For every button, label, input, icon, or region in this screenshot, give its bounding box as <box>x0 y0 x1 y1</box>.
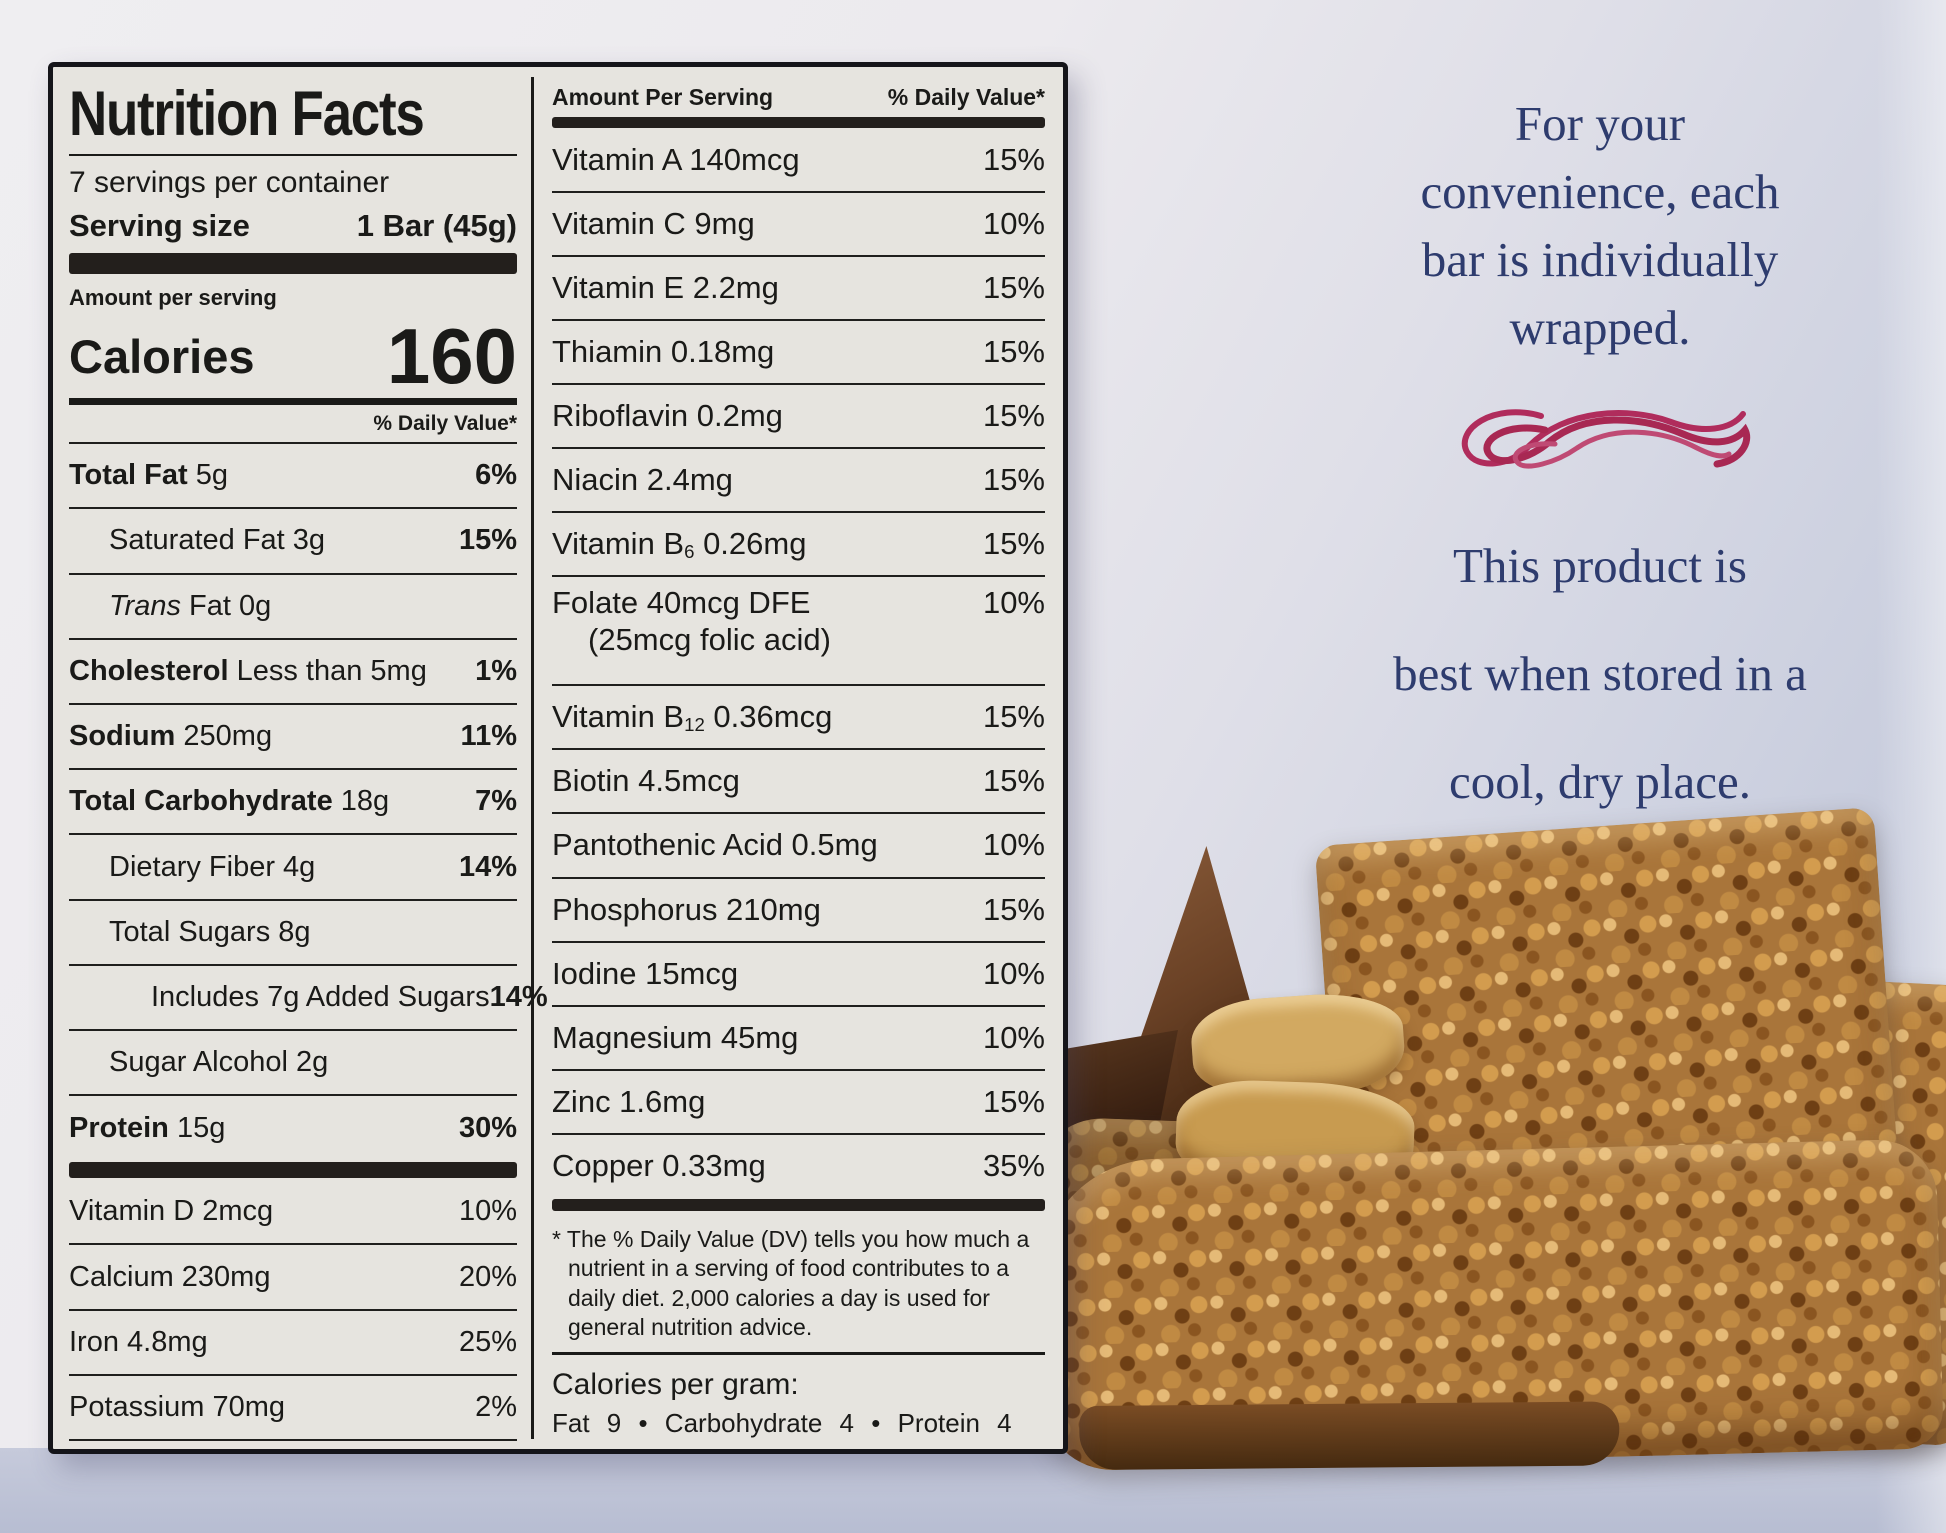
nutrient-row-saturated-fat: Saturated Fat 3g 15% <box>69 509 517 575</box>
servings-per-container: 7 servings per container <box>69 165 390 199</box>
thick-divider-bar <box>69 1161 517 1179</box>
granola-bars-photo <box>1020 807 1946 1483</box>
nutrient-row-vitamin-a: Vitamin A 140mcg 15% <box>552 129 1045 193</box>
nutrient-row-folate: Folate 40mcg DFE (25mcg folic acid) 10% <box>552 577 1045 687</box>
column-divider <box>531 77 534 1439</box>
nutrition-facts-main-column: Nutrition Facts 7 servings per container… <box>53 67 548 1449</box>
serving-size-row: Serving size 1 Bar (45g) <box>69 203 517 248</box>
calories-per-gram-label: Calories per gram: <box>552 1367 799 1401</box>
nutrient-row-riboflavin: Riboflavin 0.2mg 15% <box>552 385 1045 449</box>
marketing-panel: For your convenience, each bar is indivi… <box>1270 90 1930 836</box>
rule <box>69 398 517 406</box>
calories-value: 160 <box>386 312 517 401</box>
nutrient-row-calcium: Calcium 230mg 20% <box>69 1245 517 1311</box>
nutrient-row-biotin: Biotin 4.5mcg 15% <box>552 750 1045 815</box>
message-line: wrapped. <box>1509 300 1691 355</box>
nutrient-row-added-sugars: Includes 7g Added Sugars 14% <box>69 966 548 1032</box>
amount-per-serving-label: Amount per serving <box>69 284 277 310</box>
nutrient-row-iodine: Iodine 15mcg 10% <box>552 943 1045 1007</box>
nutrient-row-total-carbohydrate: Total Carbohydrate 18g 7% <box>69 770 517 836</box>
message-line: best when stored in a <box>1393 646 1807 701</box>
message-line: cool, dry place. <box>1448 754 1752 809</box>
nutrient-row-vitamin-d: Vitamin D 2mcg 10% <box>69 1180 517 1246</box>
chocolate-coating <box>1079 1401 1620 1471</box>
message-line: For your <box>1514 96 1686 151</box>
daily-value-header: % Daily Value* <box>69 405 517 445</box>
rule <box>69 153 517 157</box>
nutrient-row-niacin: Niacin 2.4mg 15% <box>552 449 1045 514</box>
table-surface <box>0 1448 1946 1533</box>
nutrient-row-magnesium: Magnesium 45mg 10% <box>552 1007 1045 1071</box>
thick-divider-bar <box>552 117 1045 128</box>
nutrient-row-vitamin-b6: Vitamin B6 0.26mg 15% <box>552 513 1045 578</box>
vitamins-header-row: Amount Per Serving % Daily Value* <box>552 79 1045 115</box>
calories-per-gram-values: Fat 9 • Carbohydrate 4 • Protein 4 <box>552 1408 1012 1439</box>
nutrient-row-zinc: Zinc 1.6mg 15% <box>552 1071 1045 1135</box>
daily-value-footnote: * The % Daily Value (DV) tells you how m… <box>552 1226 1030 1340</box>
message-line: This product is <box>1453 538 1747 593</box>
serving-size-label: Serving size <box>69 207 250 243</box>
nutrient-row-dietary-fiber: Dietary Fiber 4g 14% <box>69 835 517 901</box>
message-line: bar is individually <box>1421 232 1779 287</box>
nutrition-facts-title: Nutrition Facts <box>69 79 425 149</box>
nutrient-row-sodium: Sodium 250mg 11% <box>69 705 517 771</box>
nutrient-row-total-sugars: Total Sugars 8g <box>69 901 517 966</box>
nutrient-row-vitamin-b12: Vitamin B12 0.36mcg 15% <box>552 686 1045 751</box>
nutrient-row-total-fat: Total Fat 5g 6% <box>69 444 517 510</box>
nutrient-row-cholesterol: Cholesterol Less than 5mg 1% <box>69 640 517 705</box>
calories-row: Calories 160 <box>69 315 517 399</box>
thick-divider-bar <box>69 253 517 274</box>
daily-value-header: % Daily Value* <box>887 83 1045 110</box>
rule <box>552 1351 1045 1355</box>
nutrient-row-iron: Iron 4.8mg 25% <box>69 1311 517 1376</box>
granola-bar <box>1036 1138 1944 1472</box>
convenience-message: For your convenience, each bar is indivi… <box>1270 90 1930 362</box>
vitamins-minerals-column: Amount Per Serving % Daily Value* Vitami… <box>534 67 1063 1449</box>
thick-divider-bar <box>552 1198 1045 1212</box>
nutrient-row-pantothenic-acid: Pantothenic Acid 0.5mg 10% <box>552 814 1045 879</box>
message-line: convenience, each <box>1420 164 1780 219</box>
nutrient-row-thiamin: Thiamin 0.18mg 15% <box>552 321 1045 385</box>
serving-size-value: 1 Bar (45g) <box>356 207 517 243</box>
storage-message: This product is best when stored in a co… <box>1270 512 1930 836</box>
nutrient-row-sugar-alcohol: Sugar Alcohol 2g <box>69 1031 517 1097</box>
swirl-flourish-icon <box>1445 400 1755 486</box>
nutrient-row-copper: Copper 0.33mg 35% <box>552 1147 1045 1183</box>
nutrient-row-potassium: Potassium 70mg 2% <box>69 1376 517 1442</box>
nutrition-facts-panel: Nutrition Facts 7 servings per container… <box>48 62 1068 1454</box>
nutrient-row-vitamin-c: Vitamin C 9mg 10% <box>552 193 1045 257</box>
amount-per-serving-header: Amount Per Serving <box>552 83 774 110</box>
calories-label: Calories <box>69 329 255 383</box>
nutrient-row-vitamin-e: Vitamin E 2.2mg 15% <box>552 257 1045 321</box>
nutrient-row-trans-fat: Trans Fat 0g <box>69 575 517 640</box>
nutrient-row-phosphorus: Phosphorus 210mg 15% <box>552 879 1045 943</box>
nutrient-row-protein: Protein 15g 30% <box>69 1111 517 1144</box>
